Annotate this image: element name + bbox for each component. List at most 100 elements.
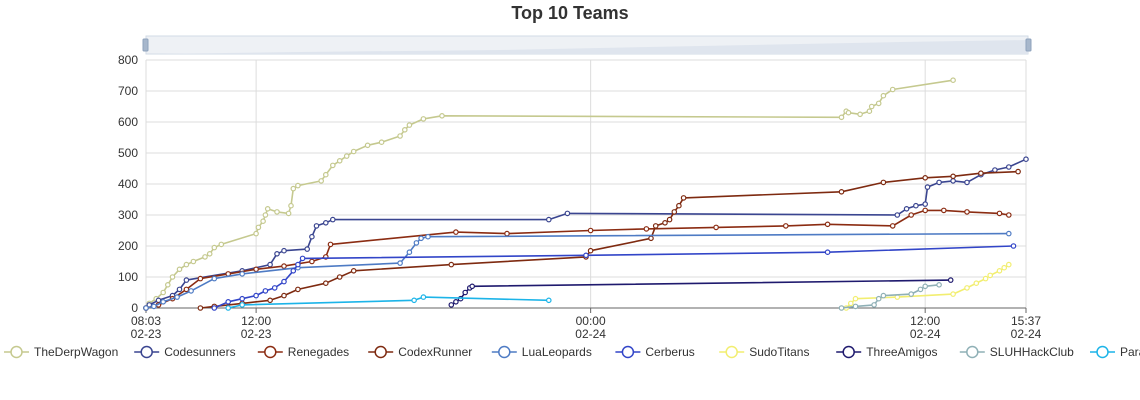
data-point[interactable]: [183, 261, 190, 268]
data-point[interactable]: [183, 286, 190, 293]
data-point[interactable]: [666, 216, 673, 223]
data-point[interactable]: [448, 261, 455, 268]
data-point[interactable]: [1005, 212, 1012, 218]
data-point[interactable]: [987, 272, 994, 279]
data-point[interactable]: [309, 258, 315, 265]
data-point[interactable]: [903, 206, 910, 212]
data-point[interactable]: [922, 201, 929, 207]
data-point[interactable]: [253, 266, 259, 273]
data-point[interactable]: [453, 229, 459, 235]
data-point[interactable]: [425, 233, 431, 240]
data-point[interactable]: [143, 305, 149, 311]
data-point[interactable]: [329, 216, 336, 223]
data-point[interactable]: [281, 263, 287, 269]
data-point[interactable]: [868, 103, 875, 110]
legend-item-codexrunner[interactable]: CodexRunner: [368, 345, 472, 359]
data-point[interactable]: [343, 153, 350, 159]
data-point[interactable]: [225, 305, 232, 311]
data-point[interactable]: [378, 139, 385, 146]
data-point[interactable]: [950, 178, 956, 184]
legend-item-threeamigos[interactable]: ThreeAmigos: [836, 345, 938, 359]
data-point[interactable]: [913, 202, 919, 209]
data-point[interactable]: [504, 230, 510, 237]
data-point[interactable]: [420, 116, 427, 122]
data-point[interactable]: [587, 227, 594, 234]
data-point[interactable]: [218, 241, 225, 248]
data-point[interactable]: [239, 271, 246, 277]
data-point[interactable]: [401, 127, 408, 133]
data-point[interactable]: [295, 261, 301, 268]
data-point[interactable]: [643, 226, 650, 232]
data-point[interactable]: [448, 302, 455, 308]
legend-item-sudotitans[interactable]: SudoTitans: [719, 345, 809, 359]
data-zoom-slider[interactable]: [142, 35, 1032, 55]
data-point[interactable]: [295, 286, 301, 293]
data-point[interactable]: [964, 285, 970, 291]
data-point[interactable]: [267, 261, 273, 268]
data-point[interactable]: [281, 247, 287, 254]
data-point[interactable]: [964, 209, 970, 215]
data-point[interactable]: [322, 220, 329, 226]
data-point[interactable]: [852, 303, 859, 310]
data-point[interactable]: [262, 212, 269, 218]
data-point[interactable]: [202, 254, 208, 260]
data-point[interactable]: [964, 179, 970, 186]
legend-item-cerberus[interactable]: Cerberus: [615, 345, 695, 359]
data-point[interactable]: [418, 235, 424, 242]
zoom-handle-left[interactable]: [142, 38, 149, 52]
data-point[interactable]: [160, 298, 167, 305]
data-point[interactable]: [587, 247, 594, 254]
data-point[interactable]: [260, 218, 266, 225]
data-point[interactable]: [936, 179, 942, 186]
data-point[interactable]: [239, 302, 246, 308]
data-point[interactable]: [564, 210, 571, 217]
data-point[interactable]: [950, 77, 956, 84]
data-point[interactable]: [336, 158, 343, 164]
data-point[interactable]: [922, 175, 929, 181]
data-point[interactable]: [327, 241, 334, 248]
data-point[interactable]: [845, 109, 852, 116]
data-point[interactable]: [871, 302, 877, 308]
data-point[interactable]: [824, 221, 831, 228]
data-point[interactable]: [155, 297, 162, 304]
data-point[interactable]: [894, 212, 901, 218]
data-point[interactable]: [924, 184, 931, 190]
data-point[interactable]: [996, 267, 1003, 274]
data-point[interactable]: [936, 281, 942, 288]
data-point[interactable]: [281, 292, 287, 299]
data-point[interactable]: [992, 167, 998, 173]
data-point[interactable]: [406, 249, 413, 256]
data-point[interactable]: [947, 277, 954, 283]
data-point[interactable]: [922, 283, 929, 290]
data-point[interactable]: [169, 274, 176, 280]
data-point[interactable]: [211, 244, 218, 251]
data-point[interactable]: [824, 249, 831, 256]
data-point[interactable]: [880, 292, 887, 299]
data-point[interactable]: [875, 295, 882, 302]
data-point[interactable]: [151, 303, 157, 310]
data-point[interactable]: [190, 258, 197, 265]
zoom-handle-right[interactable]: [1025, 38, 1032, 52]
data-point[interactable]: [255, 224, 262, 231]
data-point[interactable]: [583, 252, 589, 259]
data-point[interactable]: [982, 275, 989, 282]
data-point[interactable]: [274, 209, 280, 215]
data-point[interactable]: [880, 179, 887, 186]
data-point[interactable]: [264, 206, 271, 212]
data-point[interactable]: [174, 294, 180, 300]
data-point[interactable]: [1015, 168, 1021, 175]
data-point[interactable]: [364, 142, 371, 149]
data-point[interactable]: [847, 300, 854, 307]
data-point[interactable]: [397, 260, 403, 266]
data-point[interactable]: [350, 267, 357, 274]
data-point[interactable]: [1001, 264, 1008, 271]
data-point[interactable]: [996, 210, 1003, 217]
data-point[interactable]: [922, 207, 929, 214]
data-point[interactable]: [453, 298, 459, 305]
data-point[interactable]: [439, 113, 445, 119]
data-point[interactable]: [239, 295, 246, 302]
data-point[interactable]: [188, 288, 194, 294]
data-point[interactable]: [857, 111, 863, 118]
data-point[interactable]: [290, 267, 297, 274]
data-point[interactable]: [852, 295, 859, 302]
